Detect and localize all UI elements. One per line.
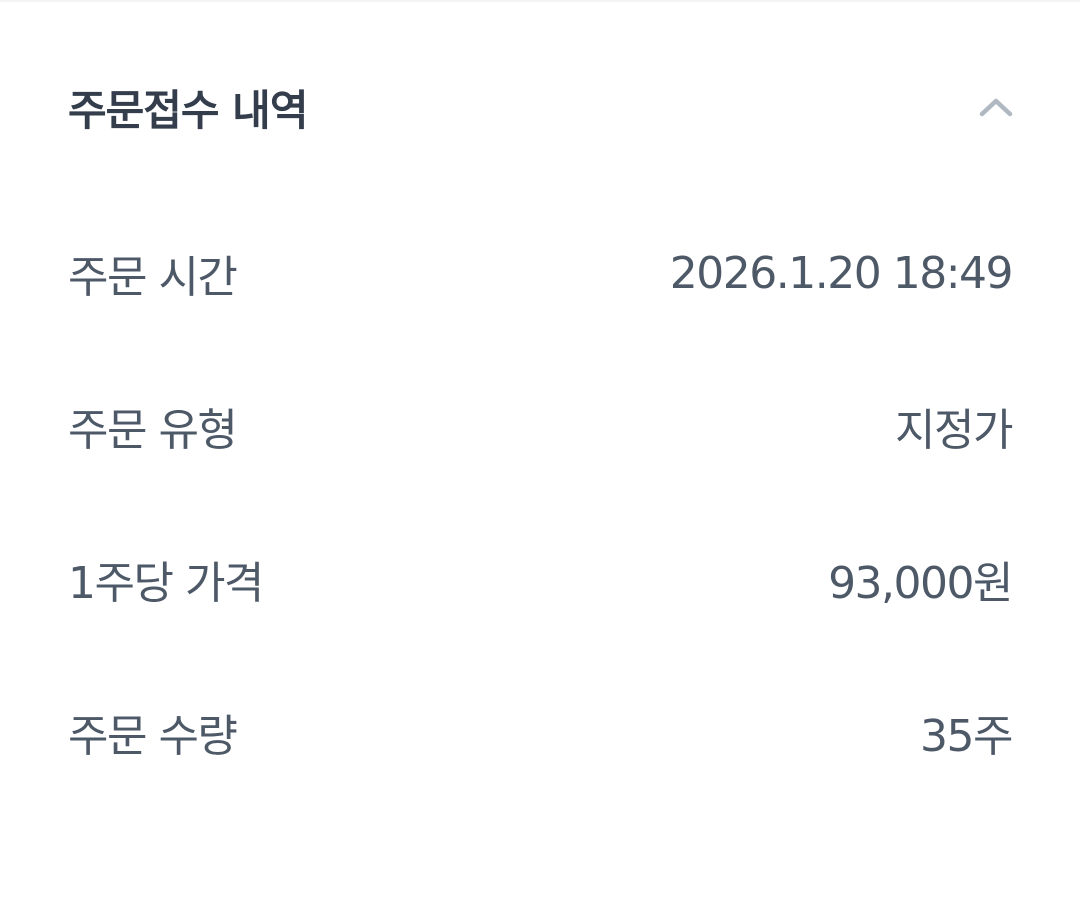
section-title: 주문접수 내역	[68, 85, 308, 135]
order-type-row: 주문 유형 지정가	[68, 391, 1013, 461]
row-value: 93,000원	[828, 558, 1013, 609]
row-label: 주문 유형	[68, 405, 238, 456]
order-quantity-row: 주문 수량 35주	[68, 697, 1013, 767]
price-per-share-row: 1주당 가격 93,000원	[68, 544, 1013, 614]
row-value: 2026.1.20 18:49	[669, 247, 1014, 299]
row-label: 주문 시간	[68, 252, 238, 303]
row-label: 주문 수량	[68, 711, 238, 762]
row-label: 1주당 가격	[68, 558, 264, 609]
row-value: 지정가	[895, 405, 1013, 456]
chevron-up-icon[interactable]	[976, 87, 1016, 127]
order-time-row: 주문 시간 2026.1.20 18:49	[68, 238, 1014, 308]
section-header[interactable]: 주문접수 내역	[68, 72, 1016, 142]
row-value: 35주	[920, 711, 1013, 762]
